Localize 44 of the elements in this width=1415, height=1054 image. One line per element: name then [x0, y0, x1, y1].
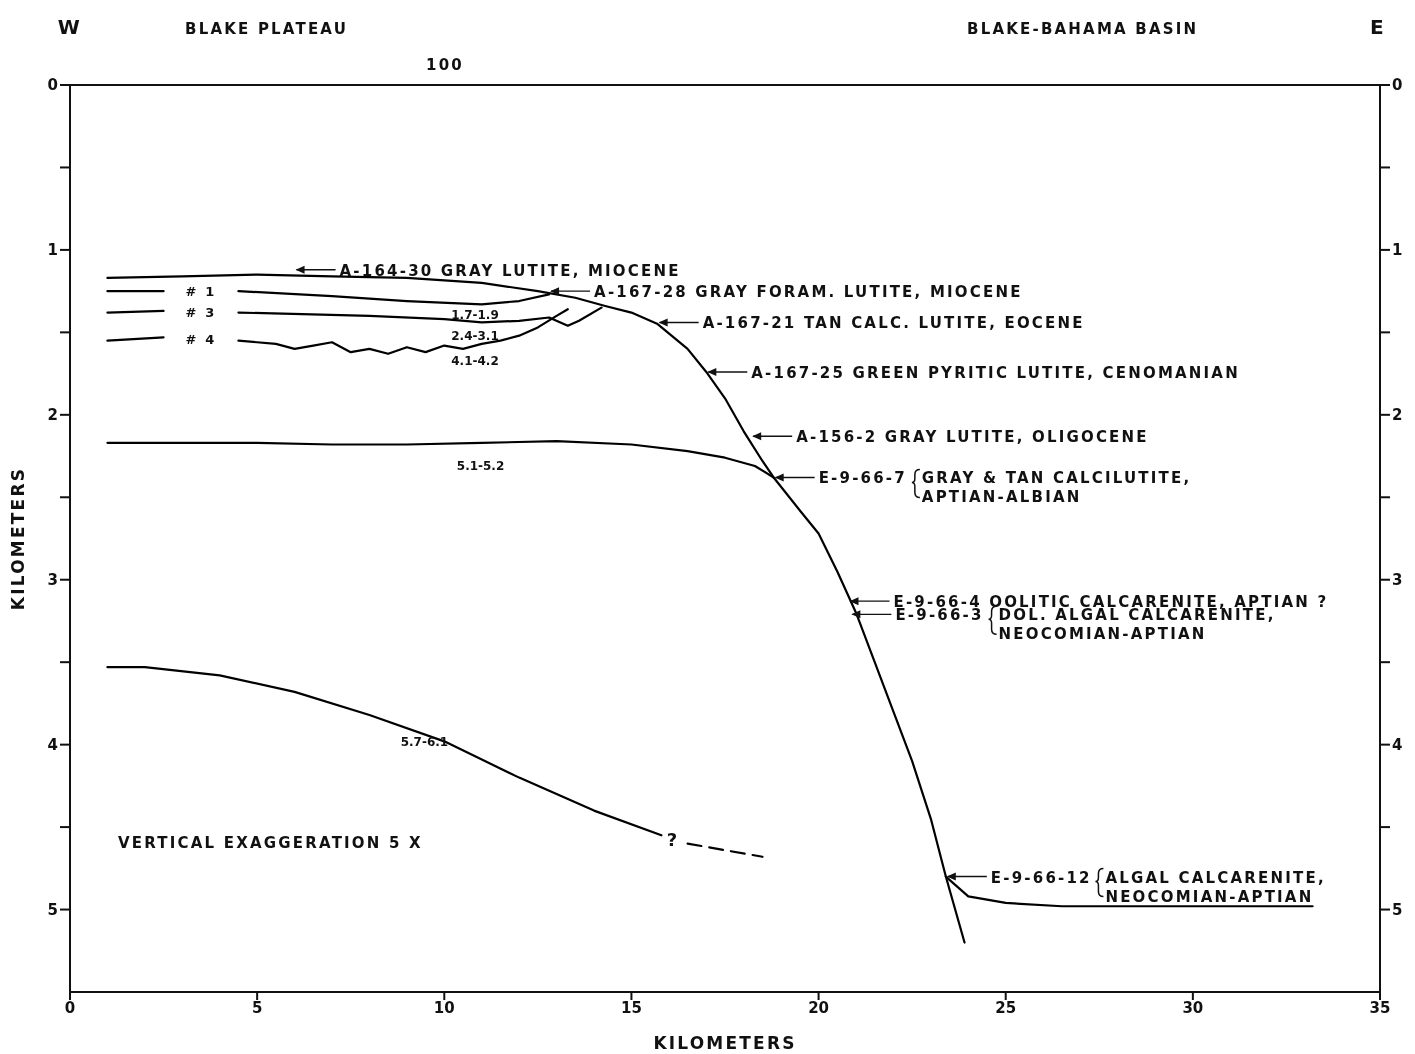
x-tick-label: 5: [251, 998, 263, 1017]
x-tick-label: 20: [808, 998, 830, 1017]
annotation: A-164-30 GRAY LUTITE, MIOCENE: [339, 261, 681, 280]
text: W: [57, 15, 83, 39]
y2-tick-label: 3: [1392, 571, 1403, 590]
annotation: VERTICAL EXAGGERATION 5 X: [118, 834, 423, 852]
series-label: # 1: [185, 284, 217, 300]
y2-tick-label: 1: [1392, 241, 1403, 260]
annotation: E-9-66-7 GRAY & TAN CALCILUTITE, APTIAN-ALBIAN: [818, 469, 1192, 507]
annotation: 2.4-3.1: [451, 329, 499, 343]
y-tick-label: 4: [47, 735, 58, 754]
annotation: A-167-28 GRAY FORAM. LUTITE, MIOCENE: [594, 283, 1023, 302]
annotation: A-167-21 TAN CALC. LUTITE, EOCENE: [702, 314, 1085, 333]
series-label: # 4: [185, 331, 217, 347]
series-label: 5.7-6.1: [400, 735, 449, 750]
annotation: E-9-66-12 ALGAL CALCARENITE, NEOCOMIAN-APTIAN: [990, 868, 1326, 906]
annotation: 1.7-1.9: [451, 308, 499, 322]
text: 100: [426, 56, 464, 74]
y-tick-label: 0: [47, 76, 58, 95]
x-axis-title: KILOMETERS: [653, 1033, 797, 1053]
annotation: A-156-2 GRAY LUTITE, OLIGOCENE: [796, 428, 1149, 447]
annotation: A-167-25 GREEN PYRITIC LUTITE, CENOMANIAN: [751, 363, 1240, 382]
text: E: [1370, 15, 1386, 39]
y2-tick-label: 0: [1392, 76, 1403, 95]
annotation: ?: [666, 829, 680, 850]
text: BLAKE PLATEAU: [185, 20, 349, 38]
y2-tick-label: 2: [1392, 406, 1403, 425]
y-tick-label: 3: [47, 571, 58, 590]
y2-tick-label: 5: [1392, 900, 1403, 919]
y-axis-title: KILOMETERS: [8, 466, 28, 611]
x-tick-label: 15: [620, 998, 642, 1017]
y-tick-label: 2: [47, 406, 58, 425]
annotation: 4.1-4.2: [451, 354, 499, 368]
y-tick-label: 5: [47, 900, 58, 919]
series-label: # 3: [185, 304, 217, 320]
x-tick-label: 30: [1182, 998, 1204, 1017]
x-tick-label: 25: [995, 998, 1017, 1017]
x-tick-label: 0: [64, 998, 76, 1017]
series-label: 5.1-5.2: [456, 458, 505, 473]
x-tick-label: 35: [1369, 998, 1391, 1017]
y-tick-label: 1: [47, 241, 58, 260]
x-tick-label: 10: [433, 998, 455, 1017]
y2-tick-label: 4: [1392, 735, 1403, 754]
text: BLAKE-BAHAMA BASIN: [967, 20, 1199, 38]
